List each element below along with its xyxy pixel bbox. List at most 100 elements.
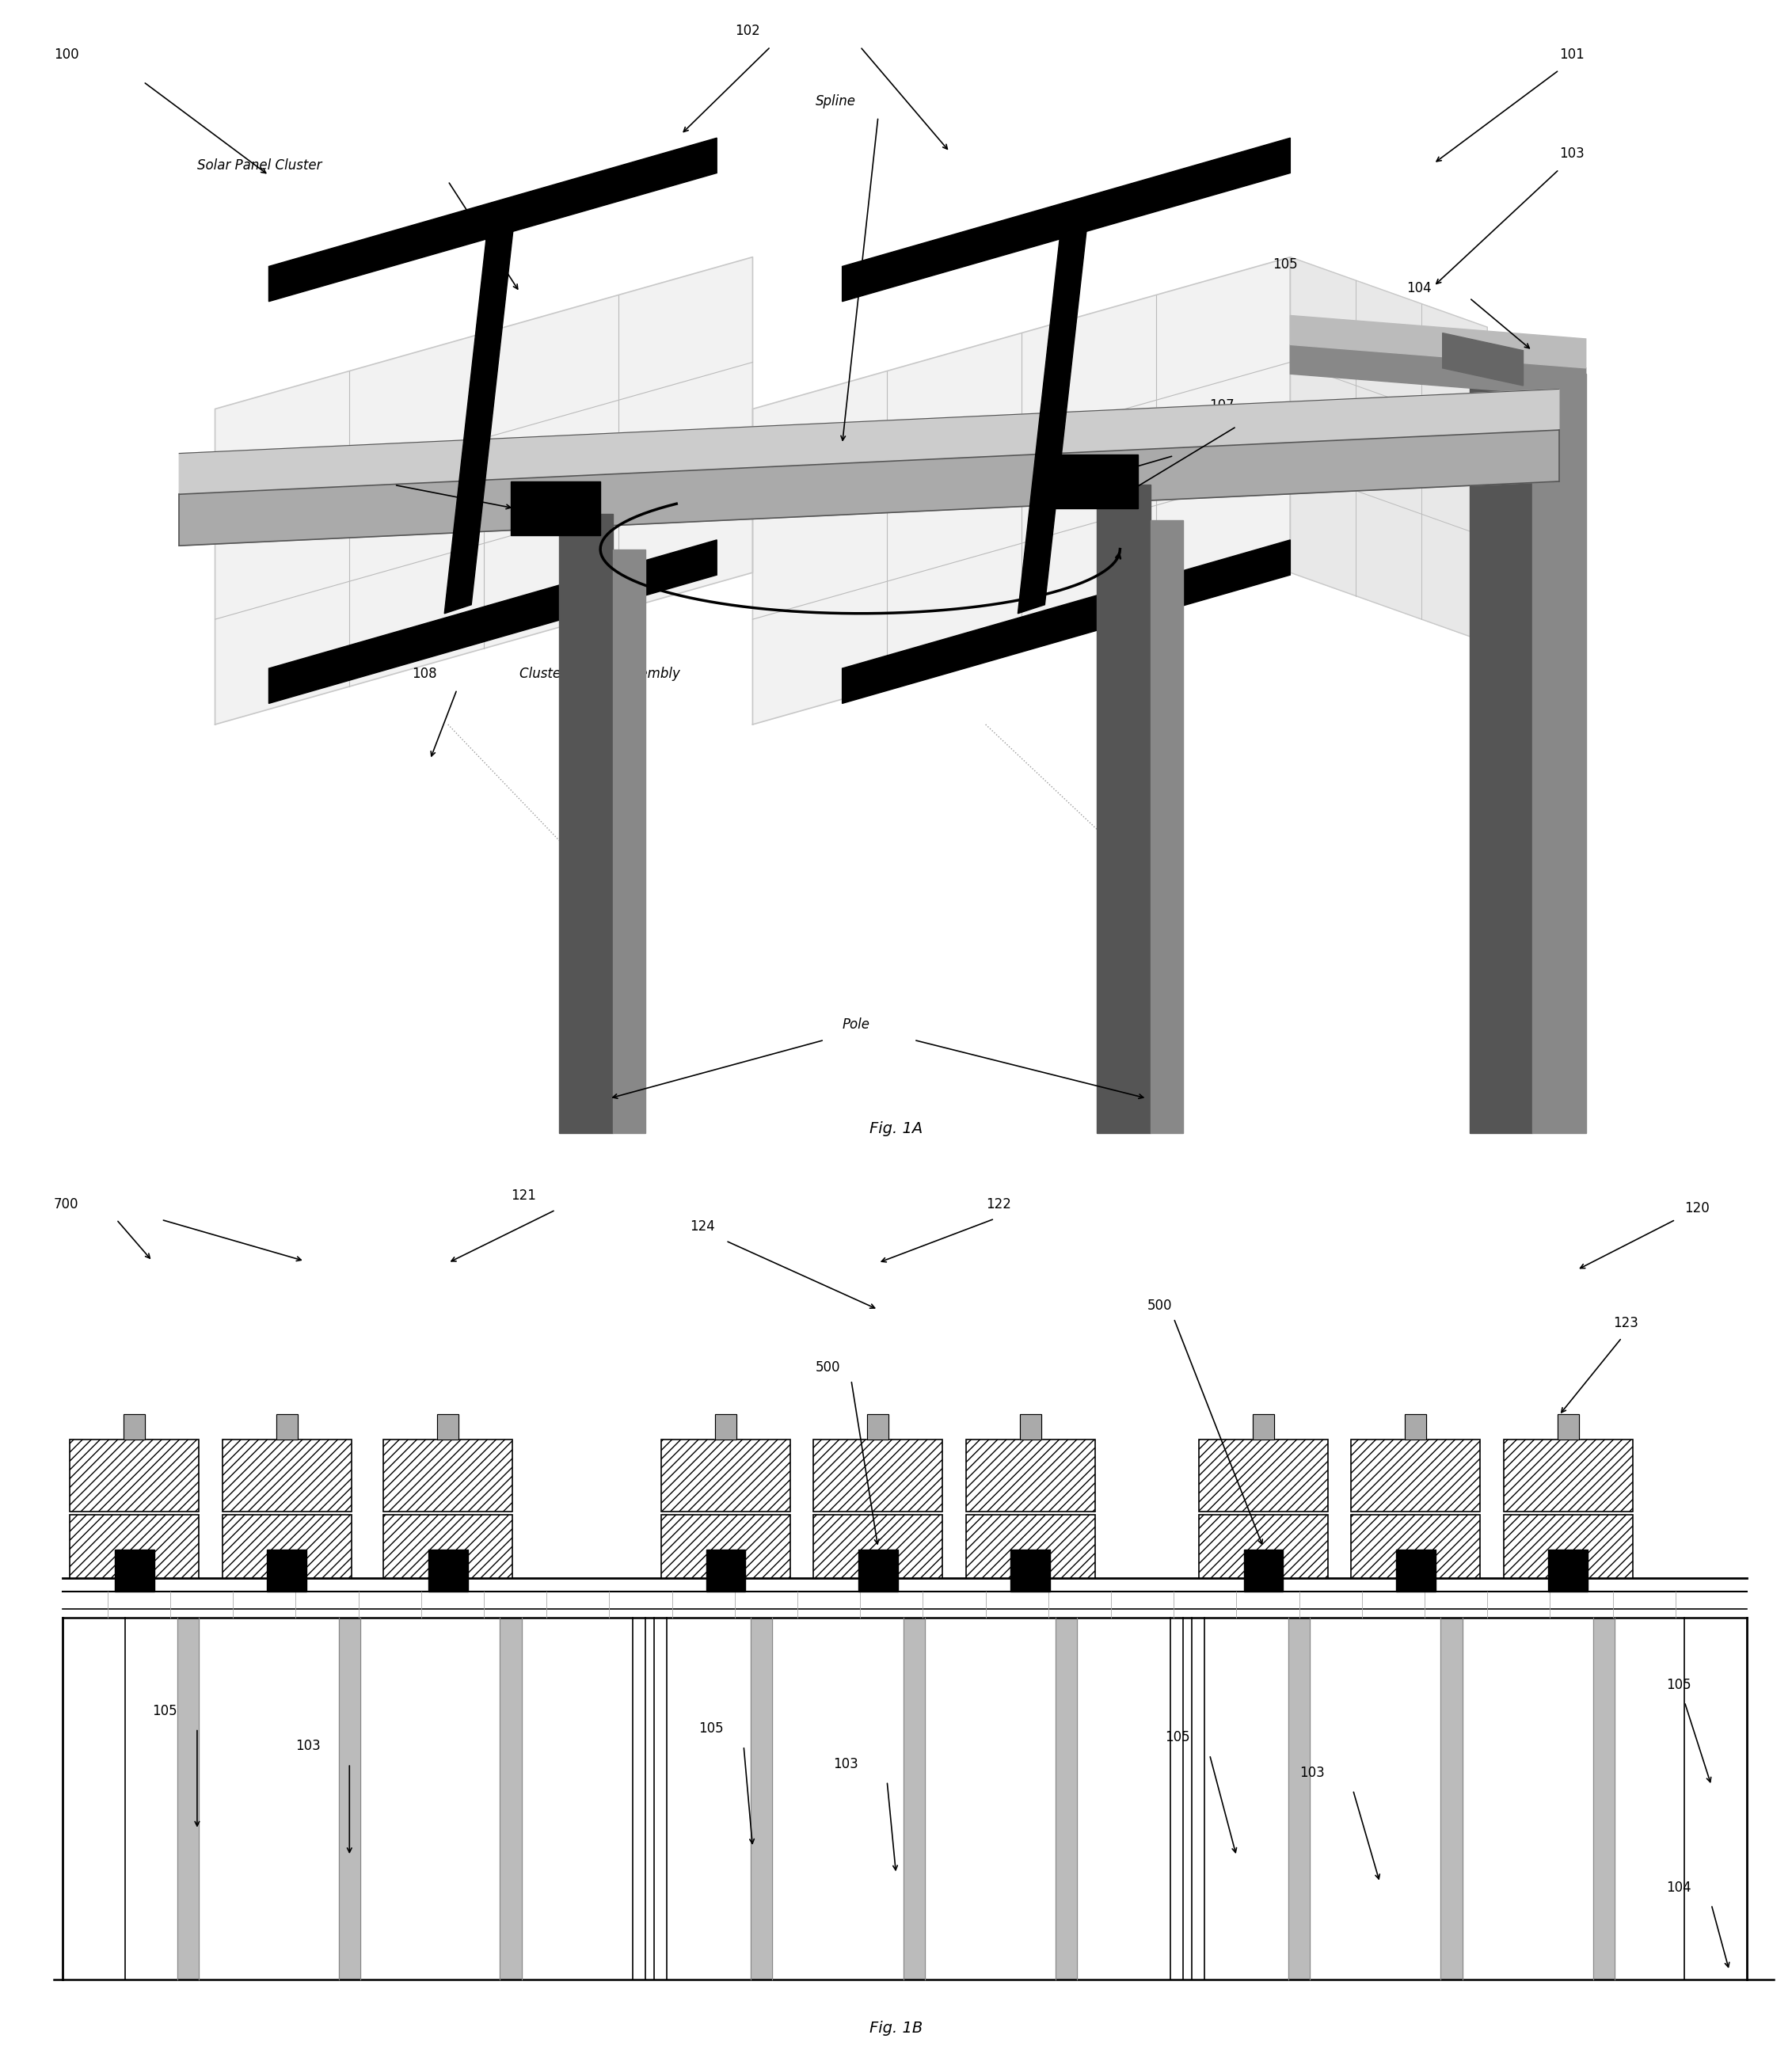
Polygon shape (267, 1550, 306, 1591)
Text: 120: 120 (1684, 1201, 1710, 1216)
Text: 100: 100 (54, 47, 79, 61)
Polygon shape (1020, 1414, 1041, 1439)
Bar (966, 1515, 1095, 1578)
Bar (383, 1515, 513, 1578)
Bar (661, 1439, 790, 1511)
Polygon shape (706, 1550, 745, 1591)
Bar (814, 1515, 943, 1578)
Bar (1351, 1439, 1480, 1511)
Text: 500: 500 (1129, 439, 1154, 453)
Text: 105: 105 (699, 1722, 724, 1736)
Polygon shape (177, 1617, 199, 1980)
Polygon shape (903, 1617, 925, 1980)
Text: 104: 104 (1667, 1880, 1692, 1894)
Text: 123: 123 (1613, 1316, 1638, 1330)
Polygon shape (500, 1617, 521, 1980)
Polygon shape (1097, 486, 1150, 1134)
Polygon shape (124, 1414, 145, 1439)
Text: 102: 102 (735, 25, 760, 39)
Polygon shape (1048, 455, 1138, 508)
Bar (1503, 1515, 1633, 1578)
Bar (383, 1439, 513, 1511)
Bar (661, 1515, 790, 1578)
Polygon shape (269, 539, 717, 703)
Polygon shape (1405, 1414, 1426, 1439)
Text: 121: 121 (511, 1189, 536, 1203)
Polygon shape (63, 1617, 125, 1980)
Polygon shape (715, 1414, 737, 1439)
Text: 108: 108 (412, 666, 437, 681)
Text: Fig. 1B: Fig. 1B (869, 2021, 923, 2036)
Polygon shape (1469, 338, 1532, 1134)
Text: 500: 500 (815, 1359, 840, 1374)
Polygon shape (1532, 373, 1586, 1134)
Text: 105: 105 (152, 1704, 177, 1718)
Polygon shape (1290, 256, 1487, 644)
Polygon shape (1253, 1414, 1274, 1439)
Bar (1351, 1515, 1480, 1578)
Text: 700: 700 (54, 1197, 79, 1212)
Text: 500: 500 (1147, 1298, 1172, 1312)
Polygon shape (437, 1414, 459, 1439)
Polygon shape (1018, 219, 1088, 613)
Bar (222, 1515, 351, 1578)
Polygon shape (842, 137, 1290, 301)
Bar (1199, 1439, 1328, 1511)
Bar (222, 1439, 351, 1511)
Text: 105: 105 (1272, 258, 1297, 273)
Polygon shape (1684, 1617, 1747, 1980)
Polygon shape (276, 1414, 297, 1439)
Polygon shape (1244, 1550, 1283, 1591)
Bar (70, 1439, 199, 1511)
Polygon shape (215, 256, 753, 724)
Text: 103: 103 (1559, 148, 1584, 160)
Text: Solar Panel Cluster: Solar Panel Cluster (197, 158, 323, 172)
Polygon shape (1557, 1414, 1579, 1439)
Polygon shape (751, 1617, 772, 1980)
Polygon shape (269, 137, 717, 301)
Polygon shape (511, 482, 600, 535)
Polygon shape (1011, 1550, 1050, 1591)
Polygon shape (842, 539, 1290, 703)
Text: Spline: Spline (815, 94, 857, 109)
Text: 103: 103 (833, 1757, 858, 1771)
Text: 101: 101 (1559, 47, 1584, 61)
Polygon shape (858, 1550, 898, 1591)
Polygon shape (1548, 1550, 1588, 1591)
Text: Pole: Pole (842, 1017, 869, 1031)
Polygon shape (559, 515, 613, 1134)
Polygon shape (1288, 1617, 1310, 1980)
Polygon shape (1593, 1617, 1615, 1980)
Text: 103: 103 (1299, 1765, 1324, 1779)
Polygon shape (753, 256, 1290, 724)
Text: 500: 500 (269, 461, 294, 476)
Polygon shape (1441, 1617, 1462, 1980)
Polygon shape (444, 219, 514, 613)
Polygon shape (1290, 344, 1586, 398)
Bar (70, 1515, 199, 1578)
Text: 105: 105 (1667, 1677, 1692, 1691)
Polygon shape (867, 1414, 889, 1439)
Text: 103: 103 (296, 1738, 321, 1753)
Text: 124: 124 (690, 1220, 715, 1234)
Polygon shape (613, 549, 645, 1134)
Text: Fig. 1A: Fig. 1A (869, 1121, 923, 1136)
Polygon shape (1443, 332, 1523, 385)
Polygon shape (179, 430, 1559, 545)
Polygon shape (1055, 1617, 1077, 1980)
Polygon shape (339, 1617, 360, 1980)
Polygon shape (179, 390, 1559, 494)
Text: 104: 104 (1407, 281, 1432, 295)
Polygon shape (115, 1550, 154, 1591)
Text: Cluster Frame Assembly: Cluster Frame Assembly (520, 666, 681, 681)
Polygon shape (1150, 521, 1183, 1134)
Polygon shape (1396, 1550, 1435, 1591)
Bar (1199, 1515, 1328, 1578)
Text: 105: 105 (1165, 1730, 1190, 1745)
Text: 122: 122 (986, 1197, 1011, 1212)
Polygon shape (428, 1550, 468, 1591)
Text: 107: 107 (1210, 398, 1235, 412)
Bar (814, 1439, 943, 1511)
Bar (966, 1439, 1095, 1511)
Polygon shape (63, 1578, 1747, 1617)
